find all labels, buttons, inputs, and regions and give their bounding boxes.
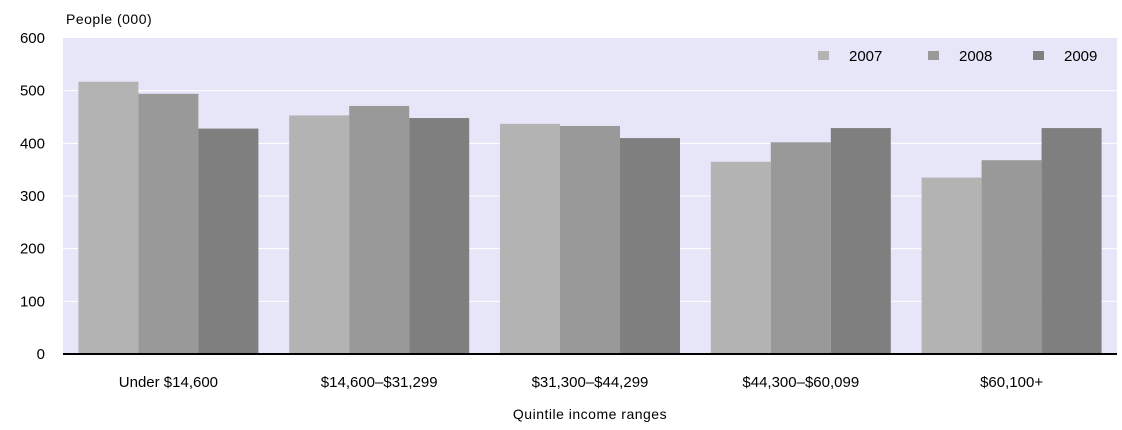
x-category-label: $31,300–$44,299 bbox=[532, 374, 649, 391]
y-tick-labels: 0 100 200 300 400 500 600 bbox=[20, 30, 45, 363]
y-axis-title: People (000) bbox=[66, 11, 152, 27]
bar-2008-2 bbox=[560, 125, 620, 354]
y-tick-label: 300 bbox=[20, 188, 45, 205]
bar-2008-0 bbox=[138, 93, 199, 355]
bar-2008-1 bbox=[349, 105, 410, 354]
bar-2009-1 bbox=[409, 118, 470, 354]
x-category-label: $44,300–$60,099 bbox=[742, 374, 859, 391]
x-category-label: $14,600–$31,299 bbox=[321, 374, 438, 391]
y-tick-label: 500 bbox=[20, 83, 45, 100]
bar-2007-1 bbox=[289, 115, 350, 354]
bar-2007-4 bbox=[921, 177, 982, 354]
legend-swatch-2009 bbox=[1033, 51, 1044, 60]
bars bbox=[78, 81, 1102, 355]
legend-label: 2009 bbox=[1064, 48, 1097, 65]
legend-label: 2008 bbox=[959, 48, 992, 65]
y-tick-label: 600 bbox=[20, 30, 45, 47]
bar-2009-4 bbox=[1041, 128, 1102, 354]
y-tick-label: 100 bbox=[20, 293, 45, 310]
bar-2007-3 bbox=[710, 161, 771, 354]
bar-2007-0 bbox=[78, 81, 139, 355]
legend-swatch-2007 bbox=[818, 51, 829, 60]
bar-2009-0 bbox=[198, 128, 259, 354]
legend-swatch-2008 bbox=[928, 51, 939, 60]
bar-2008-4 bbox=[981, 160, 1042, 354]
y-tick-label: 0 bbox=[37, 346, 45, 363]
x-category-label: Under $14,600 bbox=[119, 374, 218, 391]
y-tick-label: 400 bbox=[20, 135, 45, 152]
bar-2009-3 bbox=[830, 128, 891, 354]
x-axis-title: Quintile income ranges bbox=[513, 406, 667, 422]
bar-2009-2 bbox=[620, 138, 680, 354]
x-category-label: $60,100+ bbox=[980, 374, 1043, 391]
bar-2007-2 bbox=[500, 123, 560, 354]
x-category-labels: Under $14,600 $14,600–$31,299 $31,300–$44,… bbox=[119, 374, 1044, 391]
legend-label: 2007 bbox=[849, 48, 882, 65]
bar-2008-3 bbox=[770, 142, 831, 354]
y-tick-label: 200 bbox=[20, 241, 45, 258]
legend: 2007 2008 2009 bbox=[818, 48, 1097, 65]
